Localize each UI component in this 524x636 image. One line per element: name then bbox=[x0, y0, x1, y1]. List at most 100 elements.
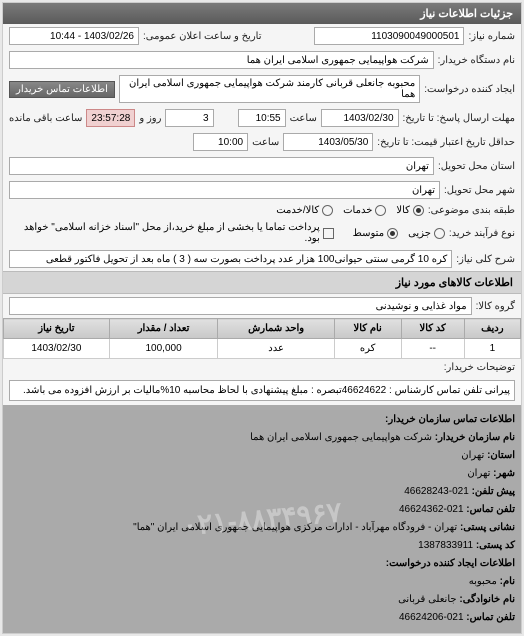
buyer-org-field: شرکت هواپیمایی جمهوری اسلامی ایران هما bbox=[9, 51, 434, 69]
td-row: 1 bbox=[464, 339, 520, 359]
row-province: استان محل تحویل: تهران bbox=[3, 154, 521, 178]
contact-city: تهران bbox=[467, 468, 490, 479]
radio-kala-khadamat-label: کالا/خدمت bbox=[276, 205, 319, 216]
radio-motavasset[interactable]: متوسط bbox=[353, 228, 398, 239]
row-req-no: شماره نیاز: 1103090049000501 تاریخ و ساع… bbox=[3, 24, 521, 48]
radio-motavasset-icon bbox=[387, 228, 398, 239]
contact-name: محبوبه bbox=[469, 576, 497, 587]
td-date: 1403/02/30 bbox=[4, 339, 110, 359]
contact-postcode-label: کد پستی: bbox=[476, 540, 515, 551]
pack-label: طبقه بندی موضوعی: bbox=[428, 205, 515, 216]
deadline-time-field: 10:55 bbox=[238, 109, 286, 127]
radio-khadamat[interactable]: خدمات bbox=[343, 205, 386, 216]
contact-org-label: نام سازمان خریدار: bbox=[435, 432, 515, 443]
row-pack-type: طبقه بندی موضوعی: کالا خدمات کالا/خدمت bbox=[3, 202, 521, 219]
radio-jozei-label: جزیی bbox=[408, 228, 431, 239]
row-buyer-org: نام دستگاه خریدار: شرکت هواپیمایی جمهوری… bbox=[3, 48, 521, 72]
contact-city-row: شهر: تهران bbox=[9, 465, 515, 482]
contact-creator-phone: 021-46624206 bbox=[399, 612, 464, 623]
radio-kala-icon bbox=[413, 205, 424, 216]
contact-creator-section: اطلاعات ایجاد کننده درخواست: bbox=[9, 555, 515, 572]
row-desc: شرح کلی نیاز: کره 10 گرمی سنتی حیوانی100… bbox=[3, 247, 521, 271]
row-validity: حداقل تاریخ اعتبار قیمت: تا تاریخ: 1403/… bbox=[3, 130, 521, 154]
td-code: -- bbox=[401, 339, 464, 359]
contact-org: شرکت هواپیمایی جمهوری اسلامی ایران هما bbox=[250, 432, 432, 443]
th-name: نام کالا bbox=[334, 319, 401, 339]
row-deadline: مهلت ارسال پاسخ: تا تاریخ: 1403/02/30 سا… bbox=[3, 106, 521, 130]
radio-kala-khadamat[interactable]: کالا/خدمت bbox=[276, 205, 333, 216]
th-row: ردیف bbox=[464, 319, 520, 339]
payment-checkbox-item[interactable]: پرداخت تماما یا بخشی از مبلغ خرید،از محل… bbox=[9, 222, 334, 244]
deadline-date-field: 1403/02/30 bbox=[321, 109, 399, 127]
pack-radio-group: کالا خدمات کالا/خدمت bbox=[276, 205, 424, 216]
contact-province: تهران bbox=[461, 450, 484, 461]
radio-kala[interactable]: کالا bbox=[396, 205, 424, 216]
desc-field: کره 10 گرمی سنتی حیوانی100 هزار عدد پردا… bbox=[9, 250, 452, 268]
days-label: روز و bbox=[139, 113, 161, 124]
td-qty: 100,000 bbox=[109, 339, 218, 359]
contact-prephone-label: پیش تلفن: bbox=[472, 486, 515, 497]
contact-address-row: نشانی پستی: تهران - فرودگاه مهرآباد - اد… bbox=[9, 519, 515, 536]
req-no-field: 1103090049000501 bbox=[314, 27, 464, 45]
creator-field: محبوبه جانعلی قربانی کارمند شرکت هواپیما… bbox=[119, 75, 420, 103]
contact-postcode: 1387833911 bbox=[418, 540, 473, 551]
table-header-row: ردیف کد کالا نام کالا واحد شمارش تعداد /… bbox=[4, 319, 521, 339]
row-creator: ایجاد کننده درخواست: محبوبه جانعلی قربان… bbox=[3, 72, 521, 106]
province-label: استان محل تحویل: bbox=[438, 161, 515, 172]
buyer-org-label: نام دستگاه خریدار: bbox=[438, 55, 515, 66]
contact-section: ۰۲۱-۸۸۳۴۹۶۷ اطلاعات تماس سازمان خریدار: … bbox=[3, 405, 521, 633]
buyer-notes-label: توضیحات خریدار: bbox=[444, 362, 515, 373]
deadline-time-label: ساعت bbox=[290, 113, 317, 124]
contact-prephone-row: پیش تلفن: 021-46628243 bbox=[9, 483, 515, 500]
deadline-label: مهلت ارسال پاسخ: تا تاریخ: bbox=[403, 113, 515, 124]
row-purchase-type: نوع فرآیند خرید: جزیی متوسط پرداخت تماما… bbox=[3, 219, 521, 247]
contact-info-button[interactable]: اطلاعات تماس خریدار bbox=[9, 81, 115, 98]
radio-motavasset-label: متوسط bbox=[353, 228, 384, 239]
announce-label: تاریخ و ساعت اعلان عمومی: bbox=[143, 31, 262, 42]
payment-checkbox-icon bbox=[323, 228, 334, 239]
th-code: کد کالا bbox=[401, 319, 464, 339]
announce-field: 1403/02/26 - 10:44 bbox=[9, 27, 139, 45]
goods-group-label: گروه کالا: bbox=[476, 301, 515, 312]
details-panel: جزئیات اطلاعات نیاز شماره نیاز: 11030900… bbox=[2, 2, 522, 634]
table-row[interactable]: 1 -- کره عدد 100,000 1403/02/30 bbox=[4, 339, 521, 359]
contact-province-label: استان: bbox=[487, 450, 515, 461]
td-name: کره bbox=[334, 339, 401, 359]
purchase-type-label: نوع فرآیند خرید: bbox=[449, 228, 515, 239]
days-remain-field: 3 bbox=[165, 109, 213, 127]
td-unit: عدد bbox=[218, 339, 334, 359]
row-goods-group: گروه کالا: مواد غذایی و نوشیدنی bbox=[3, 294, 521, 318]
req-no-label: شماره نیاز: bbox=[468, 31, 515, 42]
contact-org-row: نام سازمان خریدار: شرکت هواپیمایی جمهوری… bbox=[9, 429, 515, 446]
radio-jozei[interactable]: جزیی bbox=[408, 228, 445, 239]
contact-creator-phone-row: تلفن تماس: 021-46624206 bbox=[9, 609, 515, 626]
creator-label: ایجاد کننده درخواست: bbox=[424, 84, 515, 95]
payment-note: پرداخت تماما یا بخشی از مبلغ خرید،از محل… bbox=[9, 222, 320, 244]
contact-city-label: شهر: bbox=[493, 468, 515, 479]
contact-postcode-row: کد پستی: 1387833911 bbox=[9, 537, 515, 554]
radio-kala-khadamat-icon bbox=[322, 205, 333, 216]
contact-address: تهران - فرودگاه مهرآباد - ادارات مرکزی ه… bbox=[133, 522, 457, 533]
th-date: تاریخ نیاز bbox=[4, 319, 110, 339]
th-qty: تعداد / مقدار bbox=[109, 319, 218, 339]
panel-title: جزئیات اطلاعات نیاز bbox=[3, 3, 521, 24]
buyer-notes-field: پیرانی تلفن تماس کارشناس : 46624622تبصره… bbox=[9, 380, 515, 401]
city-field: تهران bbox=[9, 181, 440, 199]
validity-label: حداقل تاریخ اعتبار قیمت: تا تاریخ: bbox=[377, 137, 515, 148]
province-field: تهران bbox=[9, 157, 434, 175]
contact-phone-label: تلفن تماس: bbox=[466, 504, 515, 515]
th-unit: واحد شمارش bbox=[218, 319, 334, 339]
desc-label: شرح کلی نیاز: bbox=[456, 254, 515, 265]
validity-date-field: 1403/05/30 bbox=[283, 133, 373, 151]
contact-name-label: نام: bbox=[500, 576, 515, 587]
validity-time-label: ساعت bbox=[252, 137, 279, 148]
purchase-radio-group: جزیی متوسط bbox=[353, 228, 445, 239]
radio-jozei-icon bbox=[434, 228, 445, 239]
goods-group-field: مواد غذایی و نوشیدنی bbox=[9, 297, 472, 315]
row-city: شهر محل تحویل: تهران bbox=[3, 178, 521, 202]
contact-address-label: نشانی پستی: bbox=[460, 522, 515, 533]
contact-surname-row: نام خانوادگی: جانعلی قربانی bbox=[9, 591, 515, 608]
contact-creator-phone-label: تلفن تماس: bbox=[466, 612, 515, 623]
contact-phone: 021-46624362 bbox=[399, 504, 464, 515]
contact-phone-row: تلفن تماس: 021-46624362 bbox=[9, 501, 515, 518]
